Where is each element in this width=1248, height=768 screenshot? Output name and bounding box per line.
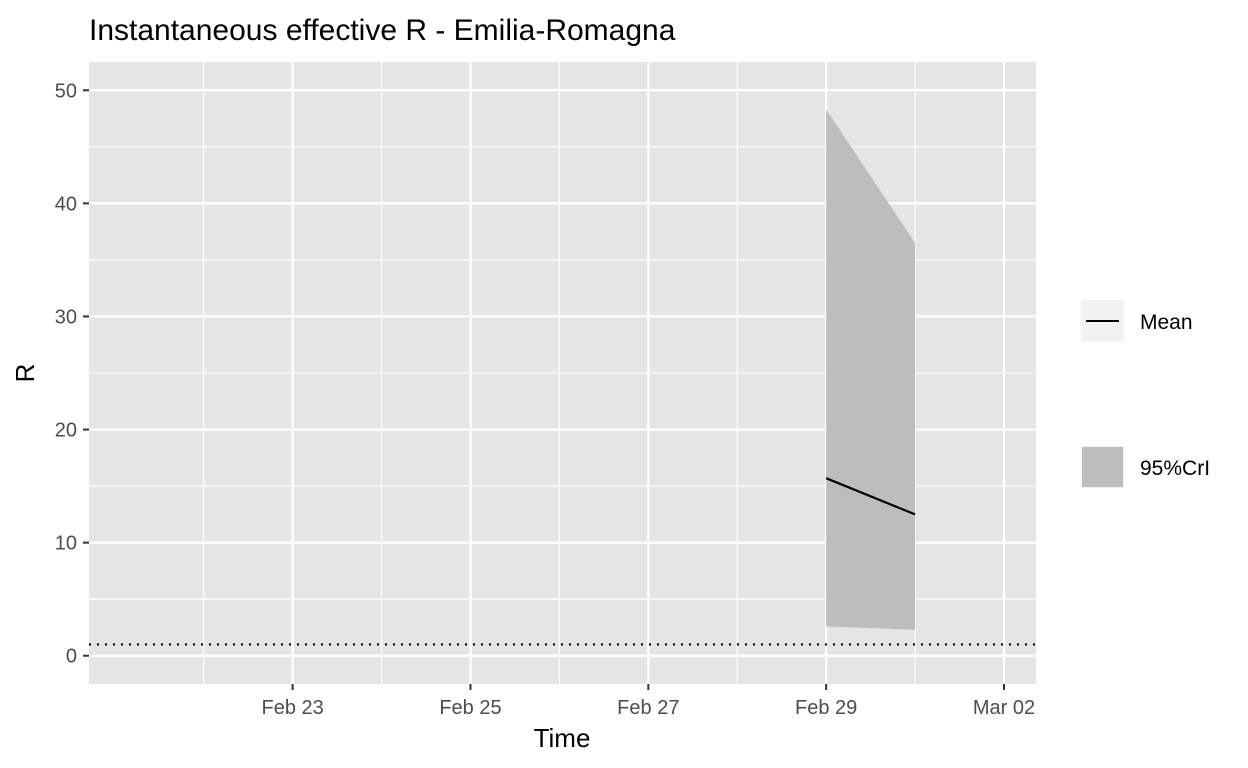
y-tick-label: 10 <box>55 533 77 555</box>
x-axis: Feb 23 Feb 25 Feb 27 Feb 29 Mar 02 <box>261 684 1035 719</box>
y-tick-label: 30 <box>55 306 77 328</box>
y-tick-label: 20 <box>55 420 77 442</box>
y-axis: 0 10 20 30 40 50 <box>55 80 89 668</box>
ribbon-layer <box>826 109 916 630</box>
ribbon-95-cri <box>826 109 916 630</box>
mean-line-layer <box>825 477 916 516</box>
x-tick-label: Feb 29 <box>795 697 857 719</box>
legend: Mean 95%CrI <box>1081 300 1210 488</box>
x-tick-label: Feb 25 <box>439 697 501 719</box>
y-tick-label: 50 <box>55 80 77 102</box>
x-tick-label: Feb 27 <box>617 697 679 719</box>
x-tick-label: Mar 02 <box>973 697 1035 719</box>
x-tick-label: Feb 23 <box>261 697 323 719</box>
chart-title: Instantaneous effective R - Emilia-Romag… <box>89 14 676 47</box>
legend-label-cri: 95%CrI <box>1140 457 1210 480</box>
y-axis-title: R <box>10 364 40 383</box>
mean-line <box>825 477 916 516</box>
legend-ribbon-swatch-icon <box>1082 447 1123 487</box>
y-tick-label: 40 <box>55 193 77 215</box>
legend-label-mean: Mean <box>1140 311 1193 334</box>
y-tick-label: 0 <box>66 646 77 668</box>
x-axis-title: Time <box>534 723 591 753</box>
